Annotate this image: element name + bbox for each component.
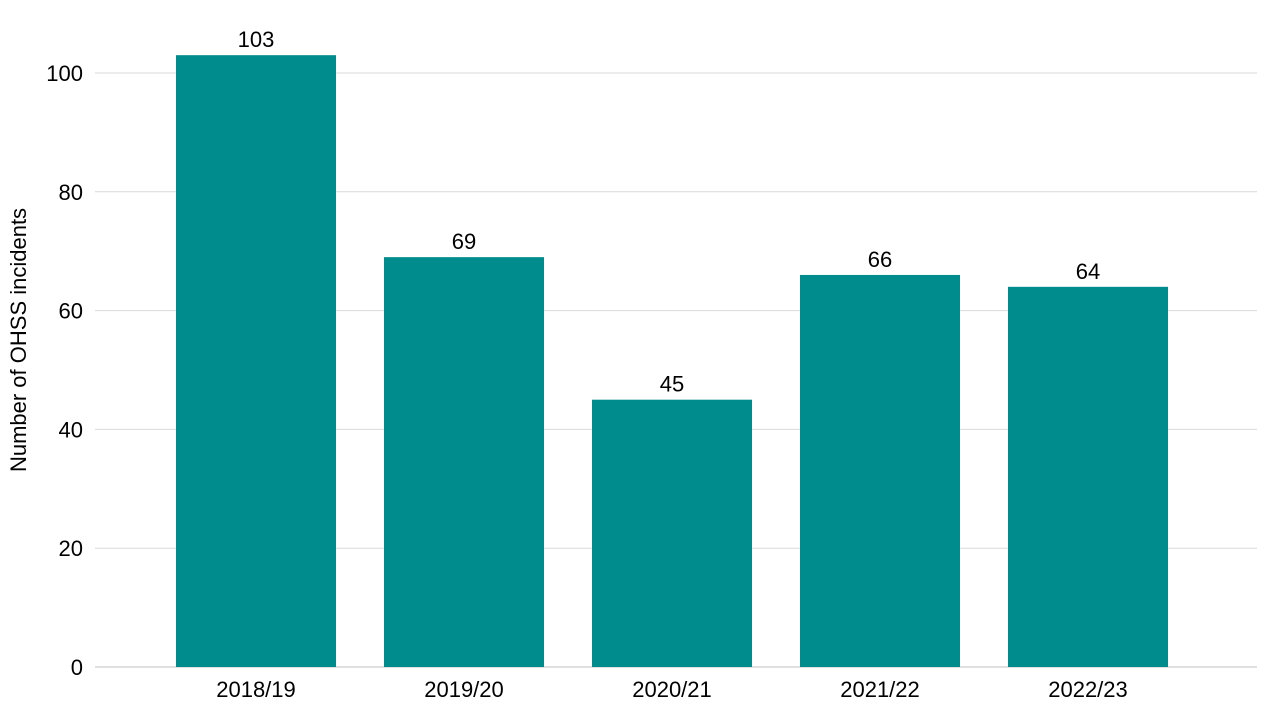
- bar-2019-20: [384, 257, 544, 667]
- data-label: 103: [238, 27, 275, 52]
- y-tick-label: 60: [59, 299, 83, 324]
- y-tick-label: 100: [46, 61, 83, 86]
- data-label: 66: [868, 247, 892, 272]
- bar-2020-21: [592, 399, 752, 667]
- x-tick-label: 2018/19: [216, 677, 296, 702]
- bar-2021-22: [800, 274, 960, 667]
- data-label: 69: [452, 229, 476, 254]
- bar-2022-23: [1008, 286, 1168, 667]
- bars: [176, 55, 1168, 668]
- y-tick-label: 20: [59, 536, 83, 561]
- bar-2018-19: [176, 55, 336, 668]
- x-axis-ticks: 2018/19 2019/20 2020/21 2021/22 2022/23: [216, 677, 1128, 702]
- y-tick-label: 40: [59, 417, 83, 442]
- y-axis-ticks: 0 20 40 60 80 100: [46, 61, 83, 680]
- data-label: 45: [660, 372, 684, 397]
- data-labels: 103 69 45 66 64: [238, 27, 1101, 397]
- x-tick-label: 2020/21: [632, 677, 712, 702]
- x-tick-label: 2021/22: [840, 677, 920, 702]
- x-tick-label: 2019/20: [424, 677, 504, 702]
- y-axis-title: Number of OHSS incidents: [6, 208, 31, 472]
- y-tick-label: 0: [71, 655, 83, 680]
- data-label: 64: [1076, 259, 1100, 284]
- y-tick-label: 80: [59, 180, 83, 205]
- x-tick-label: 2022/23: [1048, 677, 1128, 702]
